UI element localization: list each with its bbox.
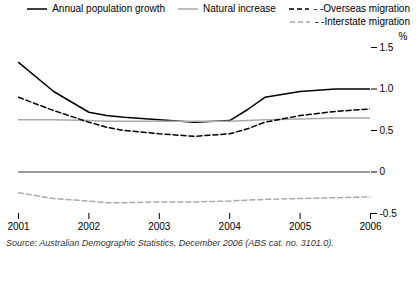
html-text:- -Overseas migration: - -Overseas migration	[313, 3, 410, 14]
svg-text:0.5: 0.5	[380, 125, 394, 136]
svg-text:2005: 2005	[289, 221, 312, 232]
svg-text:1.5: 1.5	[380, 42, 394, 53]
svg-text:2002: 2002	[78, 221, 101, 232]
html-text:Natural increase: Natural increase	[203, 3, 276, 14]
html-text:Annual population growth: Annual population growth	[52, 3, 165, 14]
html-text:- -Interstate migration: - -Interstate migration	[315, 16, 410, 27]
svg-text:2001: 2001	[7, 221, 30, 232]
svg-text:0: 0	[380, 166, 386, 177]
svg-text:-0.5: -0.5	[380, 208, 398, 219]
svg-text:1.0: 1.0	[380, 83, 394, 94]
svg-text:2003: 2003	[148, 221, 171, 232]
svg-text:2006: 2006	[359, 221, 382, 232]
svg-text:%: %	[399, 31, 408, 42]
svg-text:2004: 2004	[219, 221, 242, 232]
html-text:Source: Australian Demographic: Source: Australian Demographic Statistic…	[6, 238, 334, 248]
